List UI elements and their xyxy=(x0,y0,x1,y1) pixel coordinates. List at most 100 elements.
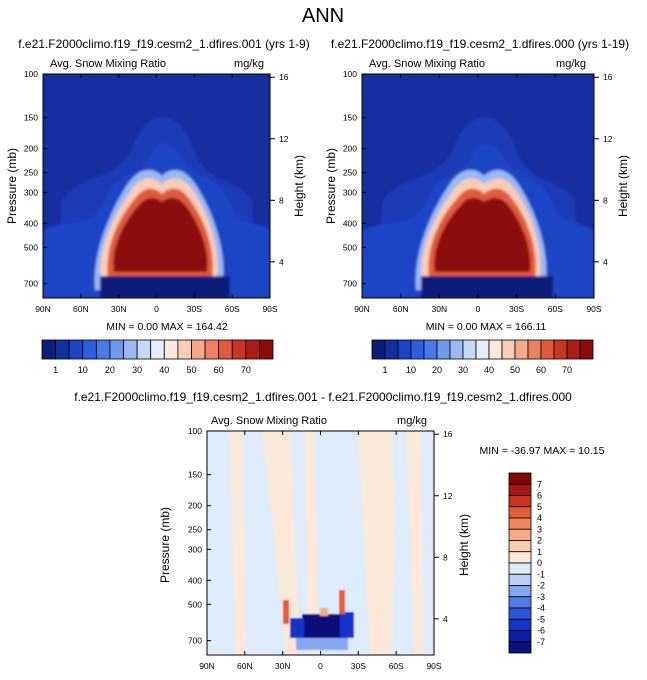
heat-positive-band xyxy=(305,431,318,655)
x-tick-label: 30S xyxy=(351,661,366,671)
colorbar-label: -6 xyxy=(537,626,545,636)
y-tick-label: 700 xyxy=(24,279,38,289)
colorbar-swatch xyxy=(123,339,138,360)
colorbar-label: -1 xyxy=(537,569,545,579)
y-right-tick-label: 16 xyxy=(443,429,453,439)
y-tick-label: 700 xyxy=(188,636,202,646)
y-tick-label: 150 xyxy=(343,113,357,123)
colorbar-swatch xyxy=(540,339,555,360)
colorbar-swatch xyxy=(579,339,594,360)
y-tick-label: 150 xyxy=(24,113,38,123)
panel-2-subtitle-right: mg/kg xyxy=(556,58,586,70)
colorbar-swatch xyxy=(68,339,84,360)
colorbar-swatch xyxy=(136,339,152,360)
y-tick-label: 700 xyxy=(343,279,357,289)
colorbar-swatch xyxy=(508,495,532,508)
colorbar-swatch xyxy=(508,573,532,586)
colorbar-label: 70 xyxy=(241,365,251,375)
heat-positive-core xyxy=(320,608,328,616)
colorbar-label: 50 xyxy=(186,365,196,375)
y-tick-label: 300 xyxy=(188,544,202,554)
colorbar-swatch xyxy=(397,339,412,360)
y-tick-label: 500 xyxy=(24,242,38,252)
colorbar-swatch xyxy=(508,641,532,654)
colorbar-label: 40 xyxy=(484,365,494,375)
colorbar-label: 50 xyxy=(510,365,520,375)
colorbar-swatch xyxy=(150,339,165,360)
colorbar-swatch xyxy=(218,339,233,360)
y-tick-label: 200 xyxy=(343,144,357,154)
colorbar-swatch xyxy=(508,528,532,541)
y-tick-label: 400 xyxy=(188,575,202,585)
colorbar-label: 6 xyxy=(537,491,542,501)
y-tick-label: 100 xyxy=(343,69,357,79)
heat-positive-core xyxy=(283,600,289,624)
x-tick-label: 30S xyxy=(187,304,202,314)
x-tick-label: 30N xyxy=(275,661,291,671)
colorbar-swatch xyxy=(462,339,477,360)
colorbar-swatch xyxy=(259,339,274,360)
colorbar-swatch xyxy=(566,339,581,360)
colorbar-label: 0 xyxy=(537,558,542,568)
heat-positive-core xyxy=(339,590,345,614)
colorbar-label: 3 xyxy=(537,524,542,534)
panel-2-stats: MIN = 0.00 MAX = 166.11 xyxy=(426,321,547,333)
y-right-tick-label: 12 xyxy=(279,134,289,144)
colorbar-label: -2 xyxy=(537,581,545,591)
colorbar-label: -5 xyxy=(537,614,545,624)
colorbar-swatch xyxy=(508,551,532,564)
panel-3-ticks: 90N 60N 30N 0 30S 60S 90S 100 150 200 250 300 400 500… xyxy=(188,426,453,671)
x-tick-label: 60S xyxy=(225,304,240,314)
colorbar-swatch xyxy=(177,339,192,360)
heat-surface-band xyxy=(421,276,553,298)
colorbar-swatch xyxy=(508,596,532,609)
panel-1-ylabel: Pressure (mb) xyxy=(5,148,19,224)
colorbar-swatch xyxy=(231,339,247,360)
x-tick-label: 90N xyxy=(35,304,51,314)
page-title: ANN xyxy=(302,5,344,27)
x-tick-label: 30S xyxy=(509,304,524,314)
x-tick-label: 60S xyxy=(548,304,563,314)
x-tick-label: 90N xyxy=(354,304,370,314)
heat-negative-edge xyxy=(296,638,348,650)
panel-3-ylabel-right: Height (km) xyxy=(457,514,471,576)
colorbar-swatch xyxy=(191,339,206,360)
x-tick-label: 60N xyxy=(237,661,253,671)
colorbar-swatch xyxy=(204,339,220,360)
panel-3-title: f.e21.F2000climo.f19_f19.cesm2_1.dfires.… xyxy=(74,390,572,404)
colorbar-swatch xyxy=(553,339,568,360)
colorbar-swatch xyxy=(508,506,532,519)
colorbar-swatch xyxy=(508,607,532,620)
colorbar-swatch xyxy=(475,339,490,360)
colorbar-swatch xyxy=(527,339,542,360)
colorbar-swatch xyxy=(245,339,260,360)
colorbar-swatch xyxy=(423,339,438,360)
colorbar-label: -3 xyxy=(537,592,545,602)
y-tick-label: 200 xyxy=(188,501,202,511)
colorbar-swatch xyxy=(95,339,111,360)
panel-2-heatmap xyxy=(362,74,594,298)
colorbar-swatch xyxy=(449,339,464,360)
colorbar-label: 70 xyxy=(562,365,572,375)
colorbar-swatch xyxy=(82,339,97,360)
heat-positive-band xyxy=(230,431,246,655)
colorbar-swatch xyxy=(371,339,386,360)
colorbar-label: 60 xyxy=(214,365,224,375)
colorbar-label: 10 xyxy=(78,365,88,375)
colorbar-label: -7 xyxy=(537,637,545,647)
y-right-tick-label: 16 xyxy=(279,72,289,82)
colorbar-swatch xyxy=(384,339,399,360)
panel-3-subtitle-right: mg/kg xyxy=(397,415,427,427)
y-tick-label: 100 xyxy=(188,426,202,436)
y-right-tick-label: 8 xyxy=(603,195,608,205)
colorbar-swatch xyxy=(508,483,532,496)
panel-3: f.e21.F2000climo.f19_f19.cesm2_1.dfires.… xyxy=(74,390,604,671)
panel-3-heatmap xyxy=(207,431,434,655)
x-tick-label: 60N xyxy=(393,304,409,314)
colorbar-swatch xyxy=(508,562,532,575)
y-tick-label: 250 xyxy=(188,525,202,535)
panel-2-ticks: 90N 60N 30N 0 30S 60S 90S 100 150 200 250 300 400 500… xyxy=(343,69,613,314)
heat-negative-core xyxy=(340,612,354,638)
heat-negative-core xyxy=(290,618,304,638)
colorbar-label: 7 xyxy=(537,479,542,489)
